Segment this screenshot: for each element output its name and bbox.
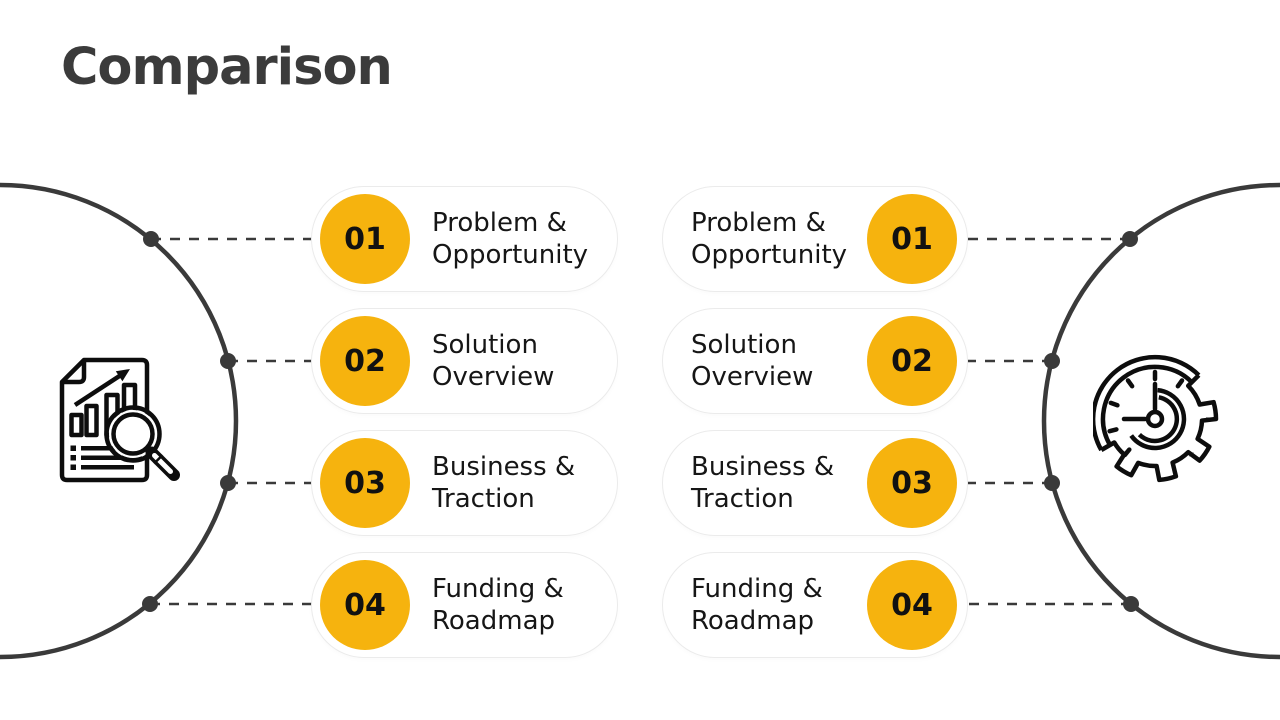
left-agenda-column: 01 Problem & Opportunity 02 Solution Ove…: [311, 186, 618, 658]
number-badge: 03: [867, 438, 957, 528]
number-badge: 02: [867, 316, 957, 406]
agenda-pill: 02 Solution Overview: [311, 308, 618, 414]
pill-label: Solution Overview: [691, 330, 814, 392]
agenda-pill: Business & Traction 03: [662, 430, 968, 536]
number-badge: 04: [320, 560, 410, 650]
connector-dot: [1044, 475, 1060, 491]
pill-label: Funding & Roadmap: [432, 574, 564, 636]
agenda-pill: 04 Funding & Roadmap: [311, 552, 618, 658]
number-badge: 04: [867, 560, 957, 650]
pill-label: Solution Overview: [432, 330, 555, 392]
right-agenda-column: Problem & Opportunity 01 Solution Overvi…: [662, 186, 968, 658]
agenda-pill: 01 Problem & Opportunity: [311, 186, 618, 292]
connector-dot: [143, 231, 159, 247]
pill-label: Problem & Opportunity: [432, 208, 589, 270]
gear-teeth: [1100, 373, 1219, 483]
pill-label: Business & Traction: [432, 452, 576, 514]
number-badge: 01: [867, 194, 957, 284]
connector-dot: [1122, 231, 1138, 247]
left-circle-arc: [0, 182, 239, 660]
connector-dot: [220, 353, 236, 369]
agenda-pill: 03 Business & Traction: [311, 430, 618, 536]
number-badge: 02: [320, 316, 410, 406]
number-badge: 01: [320, 194, 410, 284]
connector-dots: [142, 231, 1139, 612]
time-management-gear-icon: [1093, 354, 1219, 483]
agenda-pill: Solution Overview 02: [662, 308, 968, 414]
connector-dot: [1123, 596, 1139, 612]
agenda-pill: Funding & Roadmap 04: [662, 552, 968, 658]
pill-label: Business & Traction: [691, 452, 835, 514]
dashed-connectors: [150, 237, 1131, 606]
pill-label: Funding & Roadmap: [691, 574, 823, 636]
connector-dot: [142, 596, 158, 612]
agenda-pill: Problem & Opportunity 01: [662, 186, 968, 292]
connector-dot: [220, 475, 236, 491]
clock-ticks: [1107, 369, 1185, 458]
pill-label: Problem & Opportunity: [691, 208, 848, 270]
report-analysis-icon: [59, 357, 180, 483]
right-circle-arc: [1041, 182, 1280, 660]
number-badge: 03: [320, 438, 410, 528]
magnifier-lens: [109, 410, 157, 458]
connector-dot: [1044, 353, 1060, 369]
slide-title: Comparison: [61, 38, 393, 97]
